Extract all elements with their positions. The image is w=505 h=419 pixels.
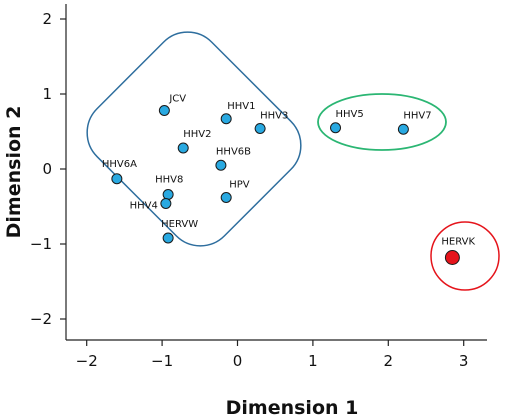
point-label-hervk: HERVK bbox=[441, 237, 475, 248]
point-label-hhv1: HHV1 bbox=[227, 101, 255, 112]
point-hhv8 bbox=[162, 189, 174, 200]
point-label-hhv2: HHV2 bbox=[183, 129, 211, 140]
point-hpv bbox=[220, 192, 232, 203]
y-tick-label: −2 bbox=[30, 310, 52, 328]
point-label-hhv4: HHV4 bbox=[130, 201, 158, 212]
x-axis-label: Dimension 1 bbox=[226, 397, 359, 419]
point-label-hhv6a: HHV6A bbox=[102, 159, 137, 170]
x-tick-label: −2 bbox=[76, 352, 98, 370]
cluster-outline-hhv5-hhv7 bbox=[317, 93, 447, 151]
point-hhv7 bbox=[397, 123, 409, 135]
point-hhv1 bbox=[220, 113, 232, 125]
point-label-hpv: HPV bbox=[229, 180, 250, 191]
point-label-hhv7: HHV7 bbox=[403, 110, 431, 121]
point-hhv5 bbox=[330, 122, 342, 134]
point-label-jcv: JCV bbox=[168, 94, 186, 105]
cluster-outline-main bbox=[86, 31, 302, 247]
point-hervw bbox=[162, 232, 174, 244]
y-tick-label: −1 bbox=[30, 235, 52, 253]
y-tick-label: 2 bbox=[42, 10, 52, 28]
axes: −2 −1 0 1 2 3 −2 −1 0 1 2 bbox=[30, 4, 487, 370]
point-hhv2 bbox=[177, 142, 189, 154]
cluster-outline-hervk bbox=[430, 221, 500, 291]
point-hhv4 bbox=[160, 198, 172, 209]
point-hhv6b bbox=[215, 159, 227, 171]
x-tick-label: 3 bbox=[459, 352, 469, 370]
data-points: JCV HHV1 HHV3 HHV2 HHV6B HHV6A HHV8 HHV4 HPV HERV… bbox=[102, 94, 475, 265]
point-label-hhv3: HHV3 bbox=[260, 111, 288, 122]
y-tick-label: 0 bbox=[42, 160, 52, 178]
point-label-hhv6b: HHV6B bbox=[216, 146, 251, 157]
y-axis-label: Dimension 2 bbox=[3, 106, 25, 239]
x-tick-label: 2 bbox=[384, 352, 394, 370]
point-hhv6a bbox=[111, 173, 123, 185]
point-label-hhv8: HHV8 bbox=[155, 175, 183, 186]
cluster-outlines bbox=[86, 31, 500, 291]
x-tick-label: 1 bbox=[308, 352, 318, 370]
point-label-hervw: HERVW bbox=[161, 219, 198, 230]
x-tick-label: 0 bbox=[233, 352, 243, 370]
point-jcv bbox=[158, 105, 170, 116]
point-hervk bbox=[444, 250, 460, 265]
point-label-hhv5: HHV5 bbox=[336, 109, 364, 120]
x-tick-label: −1 bbox=[151, 352, 173, 370]
y-tick-label: 1 bbox=[42, 85, 52, 103]
point-hhv3 bbox=[254, 123, 266, 134]
